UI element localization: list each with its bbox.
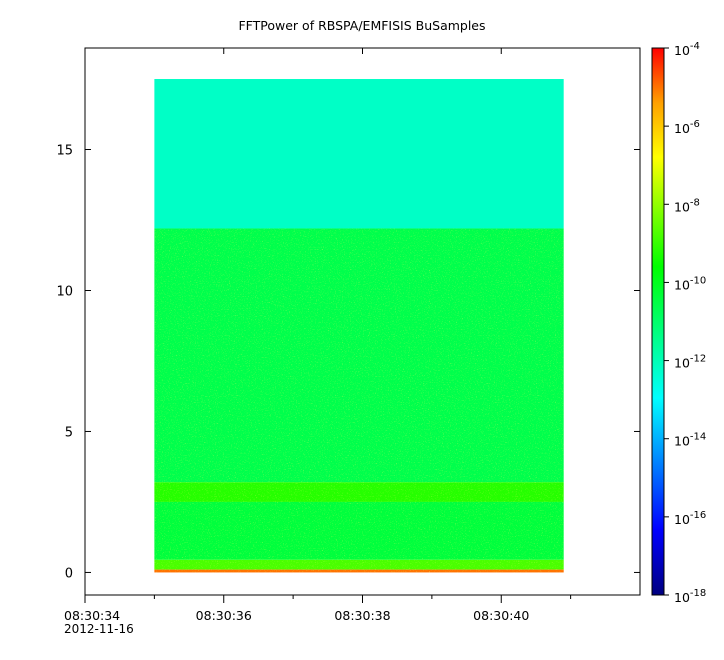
x-tick-label-2: 08:30:38 xyxy=(334,608,390,623)
y-tick-label-15: 15 xyxy=(56,144,73,159)
y-tick-label-5: 5 xyxy=(65,425,73,440)
x-tick-label-1: 08:30:36 xyxy=(196,608,252,623)
chart-title: FFTPower of RBSPA/EMFISIS BuSamples xyxy=(238,18,485,33)
y-axis: 0 5 10 15 xyxy=(56,144,640,581)
colorbar-tick-label-16: 10-16 xyxy=(674,510,706,527)
plot-area xyxy=(84,47,641,596)
colorbar-tick-label-12: 10-12 xyxy=(674,354,706,371)
x-tick-label-0: 08:30:34 xyxy=(64,608,120,623)
y-tick-label-10: 10 xyxy=(56,284,73,299)
colorbar-gradient xyxy=(651,47,665,596)
heatmap-texture xyxy=(154,228,564,573)
colorbar-tick-label-6: 10-6 xyxy=(674,119,700,136)
x-tick-label-3: 08:30:40 xyxy=(473,608,529,623)
colorbar-tick-label-8: 10-8 xyxy=(674,197,700,214)
heatmap-band-0 xyxy=(154,79,564,229)
colorbar-tick-label-10: 10-10 xyxy=(674,275,706,292)
colorbar-tick-label-18: 10-18 xyxy=(674,588,706,605)
colorbar: 10-4 10-6 10-8 10-10 10-12 10-14 10-16 10-18 xyxy=(651,41,706,605)
colorbar-tick-label-4: 10-4 xyxy=(674,41,700,58)
x-axis: 2012-11-16 08:30:34 08:30:36 08:30:38 08:30… xyxy=(64,48,572,636)
y-tick-label-0: 0 xyxy=(65,566,73,581)
colorbar-tick-label-14: 10-14 xyxy=(674,432,706,449)
colorbar-ticks: 10-4 10-6 10-8 10-10 10-12 10-14 10-16 10-18 xyxy=(664,41,706,605)
x-axis-date-label: 2012-11-16 xyxy=(64,622,134,636)
